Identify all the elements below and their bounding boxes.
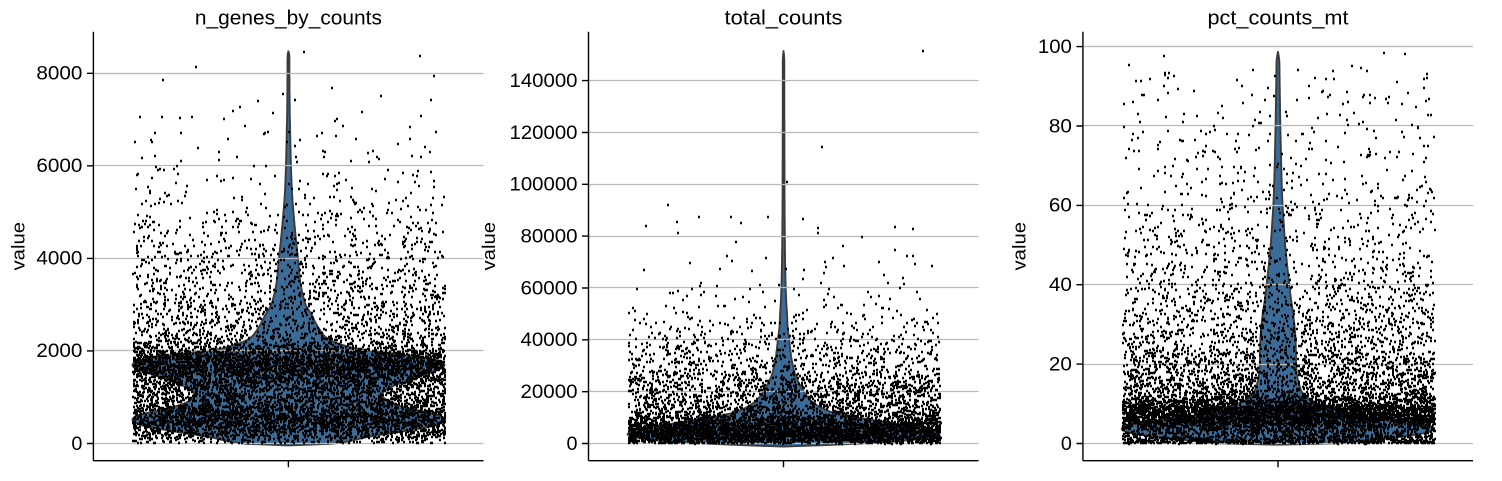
svg-text:80000: 80000 <box>521 226 578 247</box>
svg-text:60: 60 <box>1049 196 1072 217</box>
svg-text:0: 0 <box>71 434 82 455</box>
svg-text:pct_counts_mt: pct_counts_mt <box>1208 6 1349 29</box>
svg-text:40000: 40000 <box>521 330 578 351</box>
svg-text:100000: 100000 <box>510 175 578 196</box>
svg-text:8000: 8000 <box>36 64 82 85</box>
svg-text:total_counts: total_counts <box>725 6 843 29</box>
svg-text:4000: 4000 <box>36 249 82 270</box>
svg-text:20000: 20000 <box>521 382 578 403</box>
svg-text:60000: 60000 <box>521 278 578 299</box>
svg-text:2000: 2000 <box>36 341 82 362</box>
svg-text:value: value <box>478 222 499 270</box>
svg-text:0: 0 <box>567 434 578 455</box>
svg-text:140000: 140000 <box>510 71 578 92</box>
svg-text:value: value <box>8 222 29 270</box>
svg-text:n_genes_by_counts: n_genes_by_counts <box>195 6 382 29</box>
svg-text:0: 0 <box>1061 434 1072 455</box>
svg-text:100: 100 <box>1038 37 1072 58</box>
svg-text:80: 80 <box>1049 116 1072 137</box>
svg-text:40: 40 <box>1049 275 1072 296</box>
svg-text:6000: 6000 <box>36 156 82 177</box>
svg-text:value: value <box>1008 222 1029 271</box>
svg-text:20: 20 <box>1049 354 1072 375</box>
svg-text:120000: 120000 <box>510 123 578 144</box>
